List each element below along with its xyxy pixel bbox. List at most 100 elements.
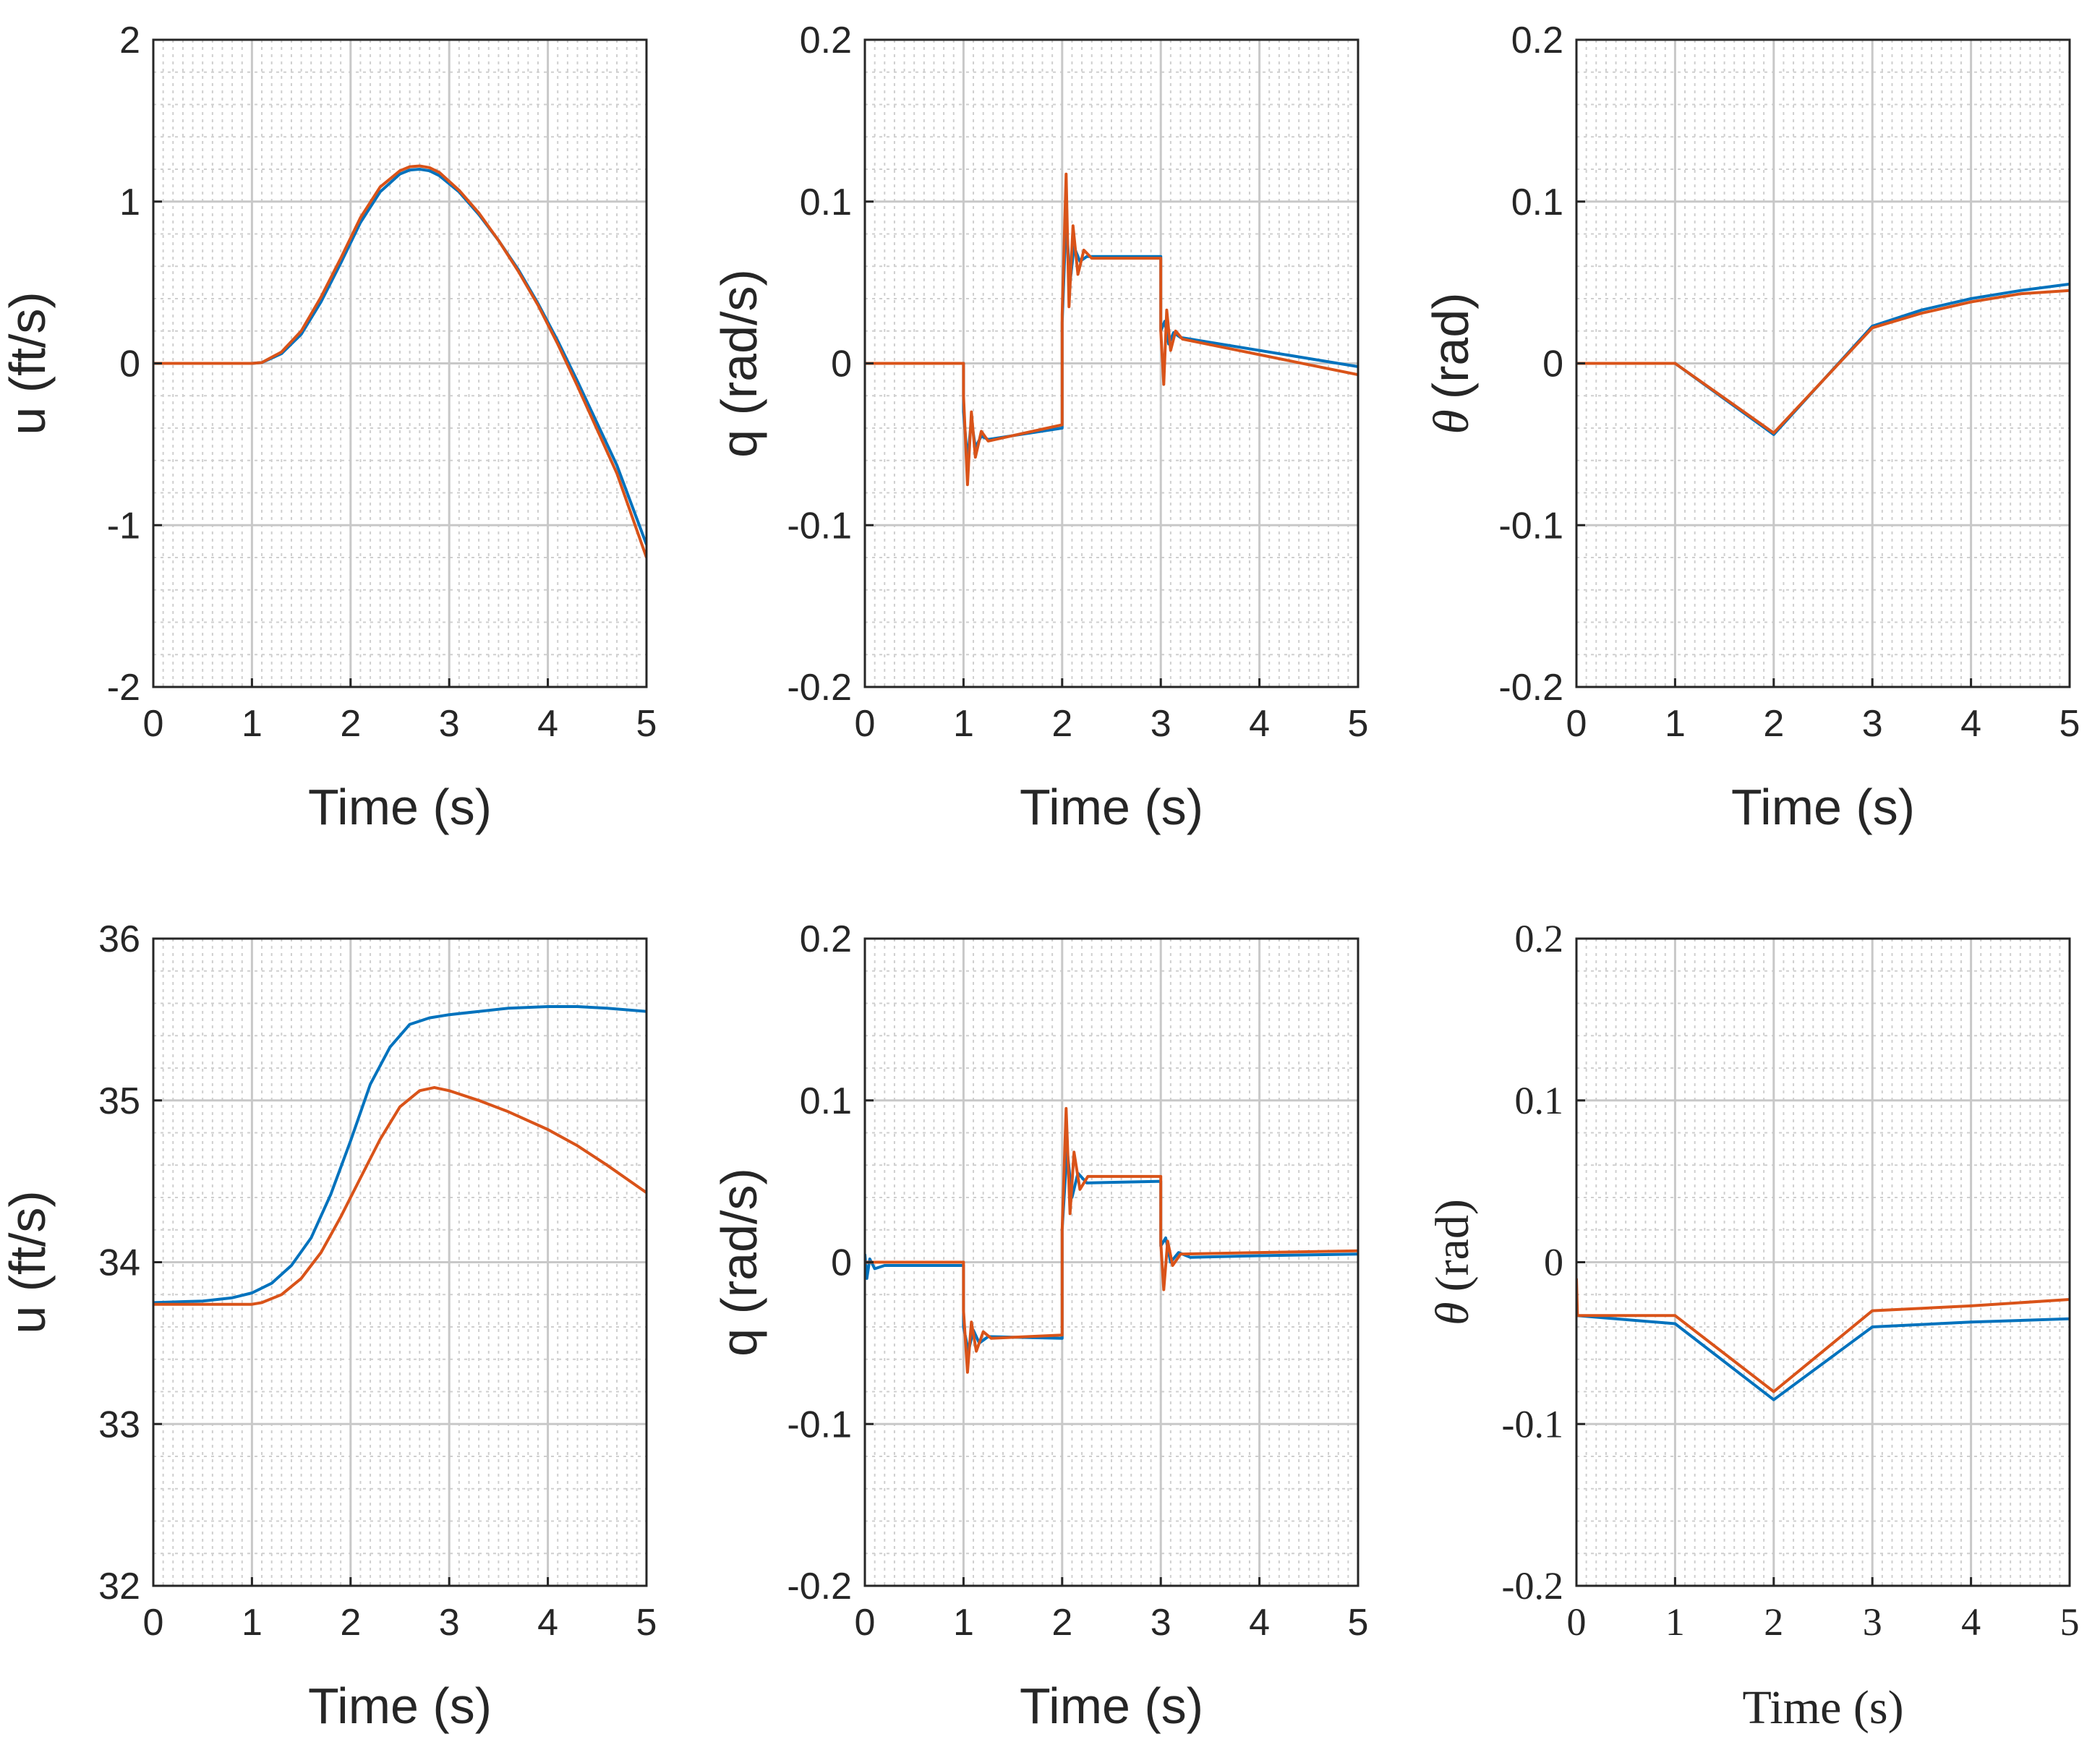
- y-tick-label: -0.2: [787, 667, 852, 709]
- y-tick-label: 0: [1542, 343, 1563, 385]
- series-line-1: [153, 168, 646, 545]
- y-tick-label: 0.1: [1515, 1079, 1564, 1122]
- subplot-0-1: 0 1 2 3 4 5 -0.2 -0.1 0 0.1 0.2 Time (s) q (rad/s): [711, 20, 1368, 835]
- x-tick-label: 5: [636, 1602, 657, 1644]
- x-tick-label: 2: [340, 703, 361, 745]
- x-tick-label: 1: [242, 1602, 262, 1644]
- y-tick-label: 0.2: [800, 918, 852, 960]
- y-tick-label: 32: [98, 1566, 140, 1607]
- y-axis-label: u (ft/s): [0, 1190, 56, 1333]
- y-axis-unit: (rad): [1422, 292, 1479, 399]
- y-tick-label: 0.2: [800, 20, 852, 61]
- x-tick-label: 0: [1567, 1600, 1587, 1644]
- y-axis-label: θ (rad): [1426, 1199, 1479, 1325]
- y-axis-symbol: θ: [1426, 1302, 1479, 1325]
- y-tick-label: 0.2: [1511, 20, 1563, 61]
- x-tick-label: 1: [242, 703, 262, 745]
- x-tick-label: 5: [636, 703, 657, 745]
- x-tick-label: 3: [439, 703, 460, 745]
- y-tick-label: 35: [98, 1080, 140, 1122]
- x-axis-label: Time (s): [308, 1678, 492, 1734]
- y-tick-label: 33: [98, 1404, 140, 1446]
- series-line-2: [1576, 289, 2070, 435]
- subplot-0-0: 0 1 2 3 4 5 -2 -1 0 1 2 Time (s) u (ft/s): [0, 20, 657, 835]
- x-tick-label: 3: [439, 1602, 460, 1644]
- x-axis-label: Time (s): [308, 779, 492, 835]
- subplot-1-1: 0 1 2 3 4 5 -0.2 -0.1 0 0.1 0.2 Time (s) q (rad/s): [711, 918, 1368, 1734]
- x-tick-label: 2: [1764, 1600, 1783, 1644]
- series-line-2: [865, 1106, 1358, 1374]
- x-tick-label: 4: [537, 703, 558, 745]
- minor-grid: [153, 939, 646, 1586]
- y-axis-symbol: θ: [1424, 409, 1480, 434]
- x-tick-label: 0: [855, 703, 876, 745]
- x-tick-label: 5: [1348, 703, 1369, 745]
- y-axis-label: θ (rad): [1422, 292, 1480, 434]
- y-tick-label: -1: [107, 505, 140, 547]
- y-axis-unit: (rad): [1426, 1199, 1479, 1291]
- x-tick-label: 2: [1051, 1602, 1072, 1644]
- y-axis-label: q (rad/s): [711, 1168, 767, 1357]
- minor-grid: [1576, 939, 2070, 1586]
- y-tick-label: -2: [107, 667, 140, 709]
- y-tick-label: 0.1: [800, 1080, 852, 1122]
- x-tick-label: 5: [1348, 1602, 1369, 1644]
- x-tick-label: 3: [1151, 1602, 1171, 1644]
- x-axis-label: Time (s): [1020, 779, 1203, 835]
- series-line-1: [1576, 1314, 2070, 1401]
- y-axis-label: q (rad/s): [711, 269, 767, 458]
- y-tick-label: -0.1: [787, 505, 852, 547]
- subplot-0-2: 0 1 2 3 4 5 -0.2 -0.1 0 0.1 0.2 Time (s) θ (rad): [1422, 20, 2080, 835]
- x-tick-label: 4: [1249, 1602, 1270, 1644]
- y-tick-label: 0: [1544, 1241, 1563, 1284]
- y-tick-label: 34: [98, 1242, 140, 1284]
- y-tick-label: -0.2: [787, 1566, 852, 1607]
- x-axis-label: Time (s): [1742, 1681, 1903, 1734]
- x-tick-label: 2: [340, 1602, 361, 1644]
- series-line-2: [153, 164, 646, 558]
- x-tick-label: 1: [1665, 703, 1686, 745]
- subplot-1-2: 0 1 2 3 4 5 -0.2 -0.1 0 0.1 0.2 Time (s) θ (rad): [1426, 917, 2080, 1734]
- y-tick-label: -0.2: [1502, 1564, 1563, 1607]
- x-tick-label: 5: [2060, 1600, 2080, 1644]
- x-tick-label: 2: [1763, 703, 1784, 745]
- minor-grid: [865, 40, 1358, 687]
- y-tick-label: 0.2: [1515, 917, 1564, 960]
- x-tick-label: 3: [1862, 703, 1883, 745]
- x-axis-label: Time (s): [1020, 1678, 1203, 1734]
- x-tick-label: 1: [953, 1602, 974, 1644]
- minor-grid: [865, 939, 1358, 1586]
- series-line-2: [865, 172, 1358, 487]
- x-tick-label: 0: [143, 703, 164, 745]
- x-tick-label: 4: [537, 1602, 558, 1644]
- x-tick-label: 4: [1960, 703, 1981, 745]
- series-line-1: [153, 1005, 646, 1305]
- x-tick-label: 1: [1665, 1600, 1685, 1644]
- x-tick-label: 3: [1863, 1600, 1882, 1644]
- x-tick-label: 3: [1151, 703, 1171, 745]
- y-tick-label: 0: [831, 1242, 852, 1284]
- x-tick-label: 4: [1961, 1600, 1981, 1644]
- y-axis-label: u (ft/s): [0, 291, 56, 435]
- x-axis-label: Time (s): [1731, 779, 1915, 835]
- y-tick-label: 0.1: [1511, 182, 1563, 223]
- y-tick-label: -0.1: [1498, 505, 1563, 547]
- y-tick-label: 0.1: [800, 182, 852, 223]
- y-tick-label: -0.1: [1502, 1402, 1563, 1446]
- x-tick-label: 4: [1249, 703, 1270, 745]
- y-tick-label: 2: [119, 20, 140, 61]
- y-tick-label: 0: [119, 343, 140, 385]
- x-tick-label: 0: [1566, 703, 1587, 745]
- y-tick-label: 1: [119, 182, 140, 223]
- x-tick-label: 2: [1051, 703, 1072, 745]
- x-tick-label: 0: [143, 1602, 164, 1644]
- series-line-2: [153, 1085, 646, 1306]
- y-tick-label: -0.1: [787, 1404, 852, 1446]
- x-tick-label: 1: [953, 703, 974, 745]
- major-grid: [1575, 937, 2071, 1587]
- minor-grid: [153, 40, 646, 687]
- x-tick-label: 5: [2060, 703, 2080, 745]
- x-tick-label: 0: [855, 1602, 876, 1644]
